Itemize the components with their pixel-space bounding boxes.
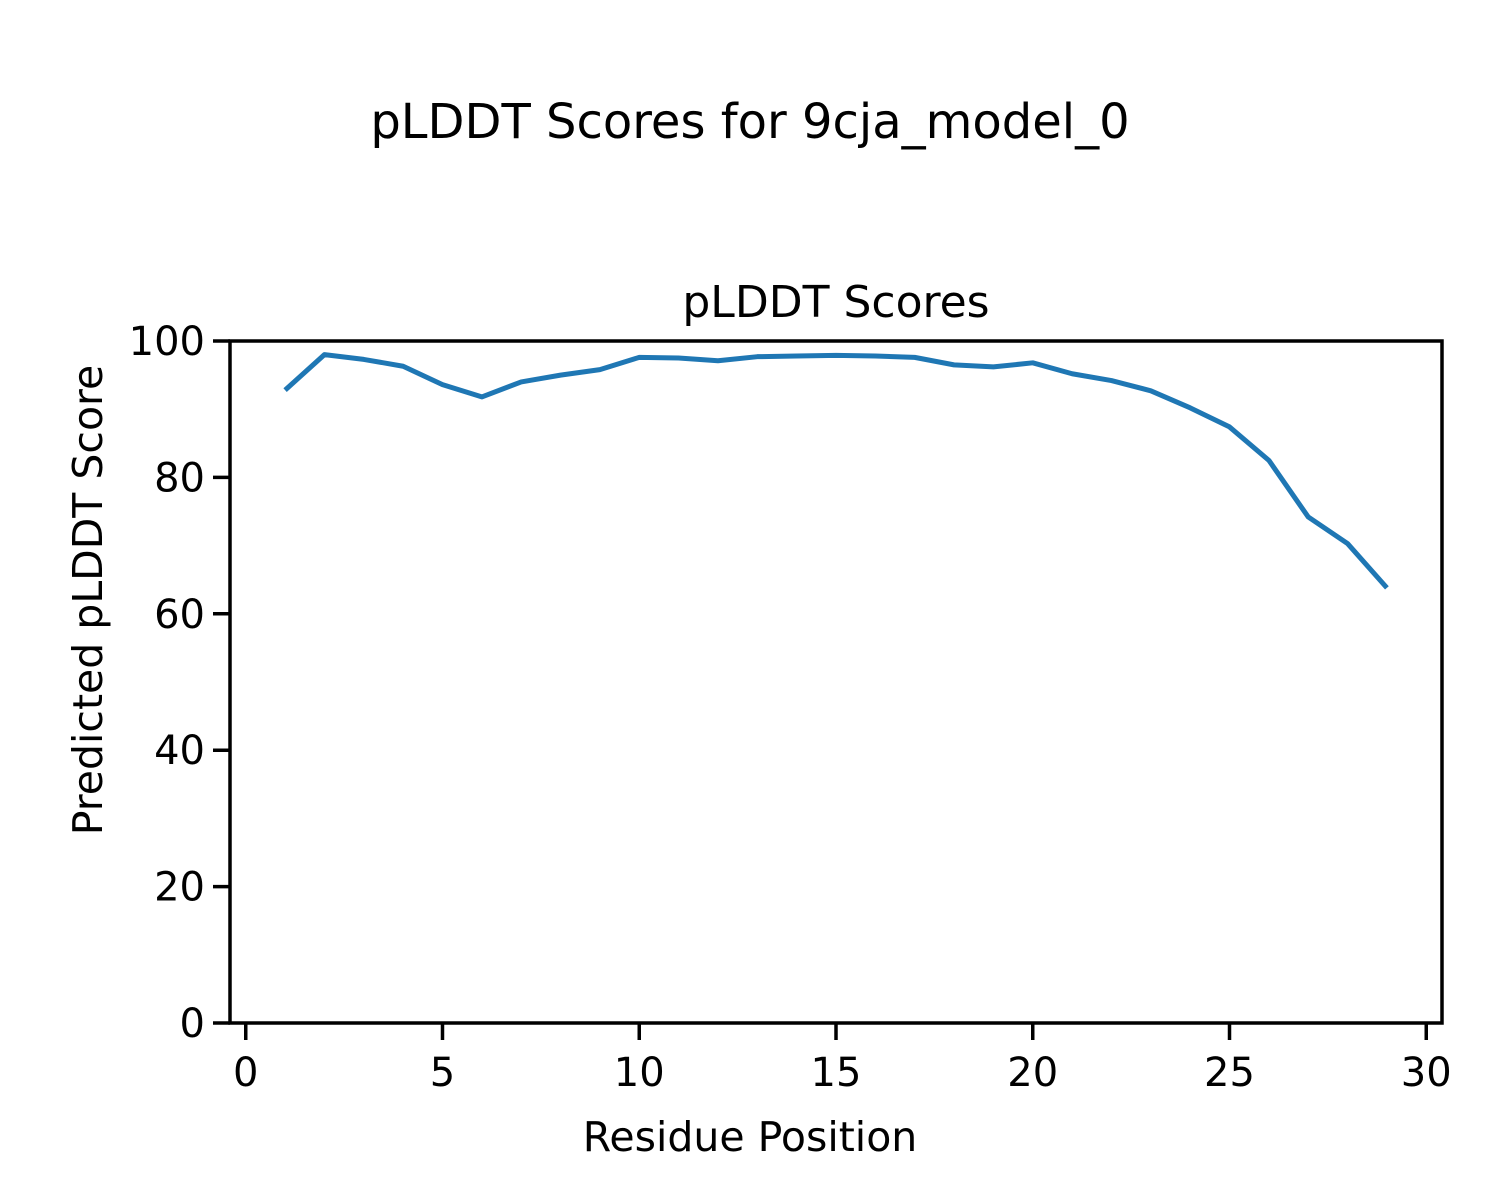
y-tick-label: 0 bbox=[180, 1001, 205, 1047]
x-tick-label: 15 bbox=[811, 1050, 862, 1096]
y-tick-label: 40 bbox=[154, 728, 205, 774]
plot-area: 0 5 10 15 20 25 30 0 20 40 60 80 100 bbox=[129, 319, 1452, 1096]
x-axis-label: Residue Position bbox=[583, 1113, 918, 1161]
axes-title: pLDDT Scores bbox=[682, 277, 989, 328]
x-tick-label: 10 bbox=[614, 1050, 665, 1096]
y-axis-label: Predicted pLDDT Score bbox=[64, 365, 112, 835]
figure-title: pLDDT Scores for 9cja_model_0 bbox=[370, 94, 1129, 150]
y-tick-label: 20 bbox=[154, 865, 205, 911]
x-tick-label: 5 bbox=[430, 1050, 455, 1096]
plot-spines bbox=[228, 339, 1444, 1025]
x-tick-label: 0 bbox=[233, 1050, 258, 1096]
x-tick-label: 20 bbox=[1007, 1050, 1058, 1096]
y-tick-label: 60 bbox=[154, 592, 205, 638]
x-tick-label: 25 bbox=[1204, 1050, 1255, 1096]
y-tick-label: 80 bbox=[154, 455, 205, 501]
x-tick-label: 30 bbox=[1401, 1050, 1452, 1096]
y-tick-label: 100 bbox=[129, 319, 205, 365]
plddt-series-line bbox=[283, 352, 1389, 590]
